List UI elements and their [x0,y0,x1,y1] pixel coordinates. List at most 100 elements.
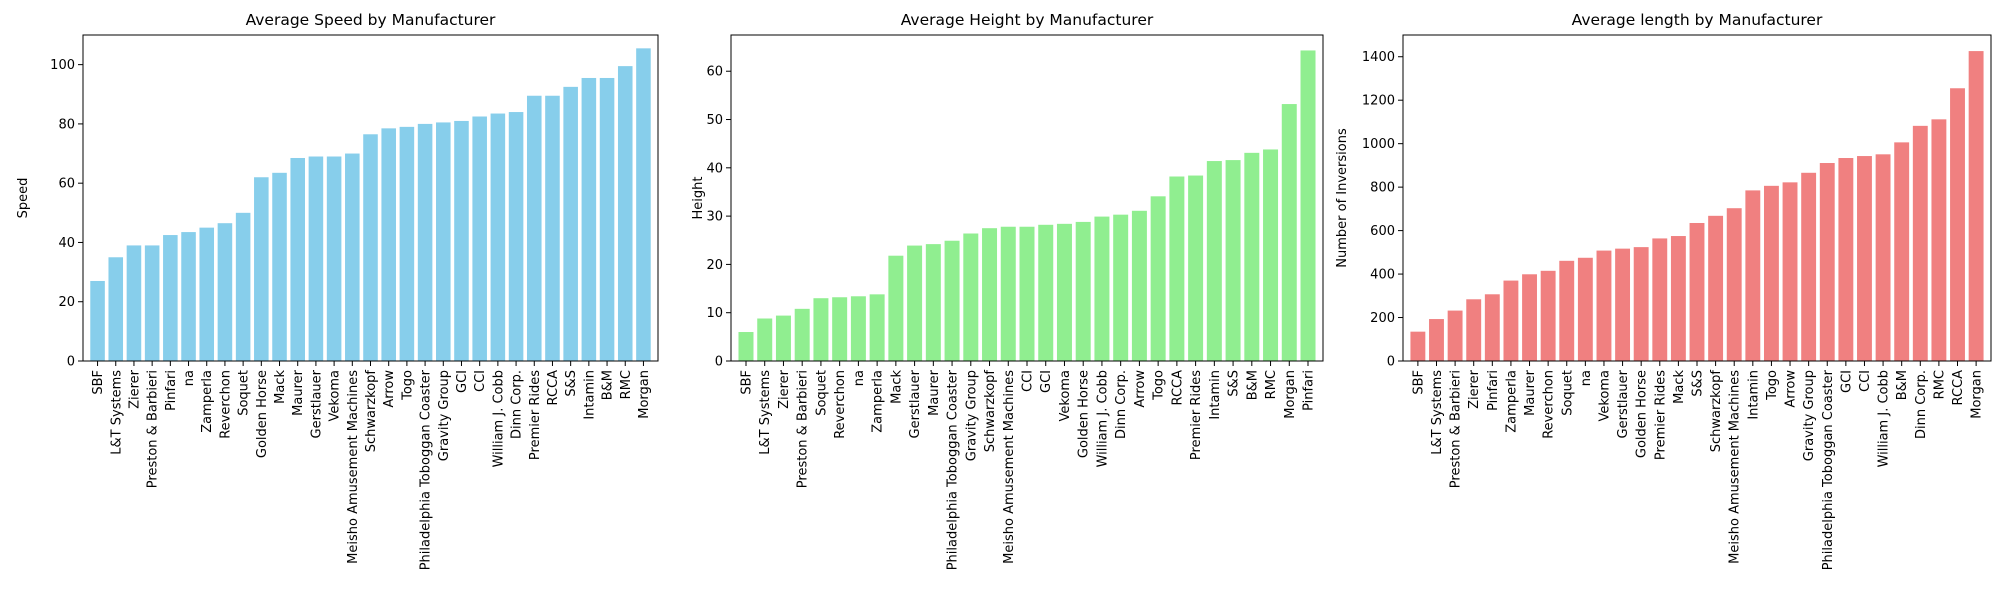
x-tick-label: Togo [1152,370,1167,401]
x-tick-label: Zierer [1467,369,1482,409]
bar [738,332,754,361]
bar [1633,247,1649,361]
x-tick-label: Gerstlauer [1616,369,1631,438]
x-tick-label: Gravity Group [964,370,979,461]
x-tick-label: B&M [1245,370,1260,400]
x-tick-label: L&T Systems [109,370,124,455]
bar [545,95,560,361]
x-tick-label: RMC [619,370,634,399]
bar [1596,250,1612,361]
bar [235,212,251,361]
bar [1689,222,1705,361]
bar [757,318,773,361]
x-tick-label: GCI [1039,370,1054,393]
bar [775,315,791,361]
x-tick-label: Togo [1765,370,1780,401]
bar [850,296,866,361]
bar [1726,208,1742,361]
bar [163,235,178,361]
bar [526,95,542,361]
x-tick-label: GCI [1839,370,1854,393]
chart-title: Average length by Manufacturer [1572,11,1823,29]
y-tick-label: 10 [706,306,723,321]
bar [1577,257,1593,361]
bar [399,126,415,362]
bar [1745,190,1761,361]
x-tick-label: S&S [1227,370,1242,397]
x-tick-label: Togo [400,370,415,401]
bar [1615,248,1631,361]
y-tick-label: 30 [706,210,723,225]
bar [1782,182,1798,361]
x-tick-label: William J. Cobb [1877,370,1892,467]
x-tick-label: Intamin [1746,370,1761,420]
x-tick-label: Premier Rides [528,370,543,460]
bar [1075,221,1091,361]
x-tick-label: William J. Cobb [491,370,506,467]
bar [832,297,848,361]
bar [636,48,651,362]
bar [888,255,904,361]
x-tick-label: Morgan [637,370,652,419]
x-tick-label: Arrow [1784,370,1799,408]
bar [1838,158,1854,361]
bar [1447,310,1463,361]
x-tick-label: Meisho Amusement Machines [1002,370,1017,564]
bar [181,232,196,361]
bar [508,112,524,361]
x-tick-label: Gravity Group [437,370,452,461]
bar [599,77,615,361]
bar [1094,216,1110,361]
bar [1931,119,1947,361]
x-tick-label: S&S [1691,370,1706,397]
x-tick-label: CCI [1858,370,1873,392]
bar [1950,88,1965,361]
bar [1652,238,1668,361]
x-tick-label: Vekoma [1597,370,1612,422]
x-tick-label: RCCA [1170,370,1185,406]
bar [1225,160,1241,361]
x-tick-label: Philadelphia Toboggan Coaster [419,369,434,570]
x-tick-label: Preston & Barbieri [796,370,811,488]
bar [617,66,633,362]
bar [381,128,396,361]
bar [907,245,923,361]
x-tick-label: Mack [889,370,904,404]
x-tick-label: Pinfari [1486,370,1501,411]
bar [1466,299,1482,361]
y-tick-label: 20 [58,295,75,310]
y-tick-label: 200 [1370,311,1395,326]
bar [982,228,998,361]
bar [1000,226,1016,361]
y-axis-label: Number of Inversions [1335,128,1350,268]
x-tick-label: Preston & Barbieri [146,370,161,488]
x-tick-label: Vekoma [1058,370,1073,422]
x-tick-label: Schwarzkopf [1709,370,1724,453]
x-tick-label: Soquet [1560,370,1575,416]
x-tick-label: Zamperla [871,370,886,433]
x-tick-label: Gravity Group [1802,370,1817,461]
x-tick-label: CCI [473,370,488,392]
x-tick-label: RCCA [1951,370,1966,406]
y-tick-label: 100 [50,58,75,73]
bar [1484,294,1500,361]
x-tick-label: Zierer [777,369,792,409]
y-tick-label: 40 [58,236,75,251]
x-tick-label: Zamperla [1504,370,1519,433]
x-tick-label: Gerstlauer [309,369,324,438]
bar [944,240,960,361]
x-tick-label: Golden Horse [1077,370,1092,458]
y-tick-label: 40 [706,161,723,176]
y-tick-label: 20 [706,258,723,273]
bar [1857,156,1872,361]
bar [1503,280,1519,361]
bar [869,294,885,361]
y-tick-label: 80 [58,117,75,132]
bar [254,177,269,361]
x-tick-label: Preston & Barbieri [1449,370,1464,488]
x-tick-label: SBF [1411,370,1426,395]
bar [1188,175,1204,361]
bar [1263,149,1279,361]
bar [1206,161,1222,361]
